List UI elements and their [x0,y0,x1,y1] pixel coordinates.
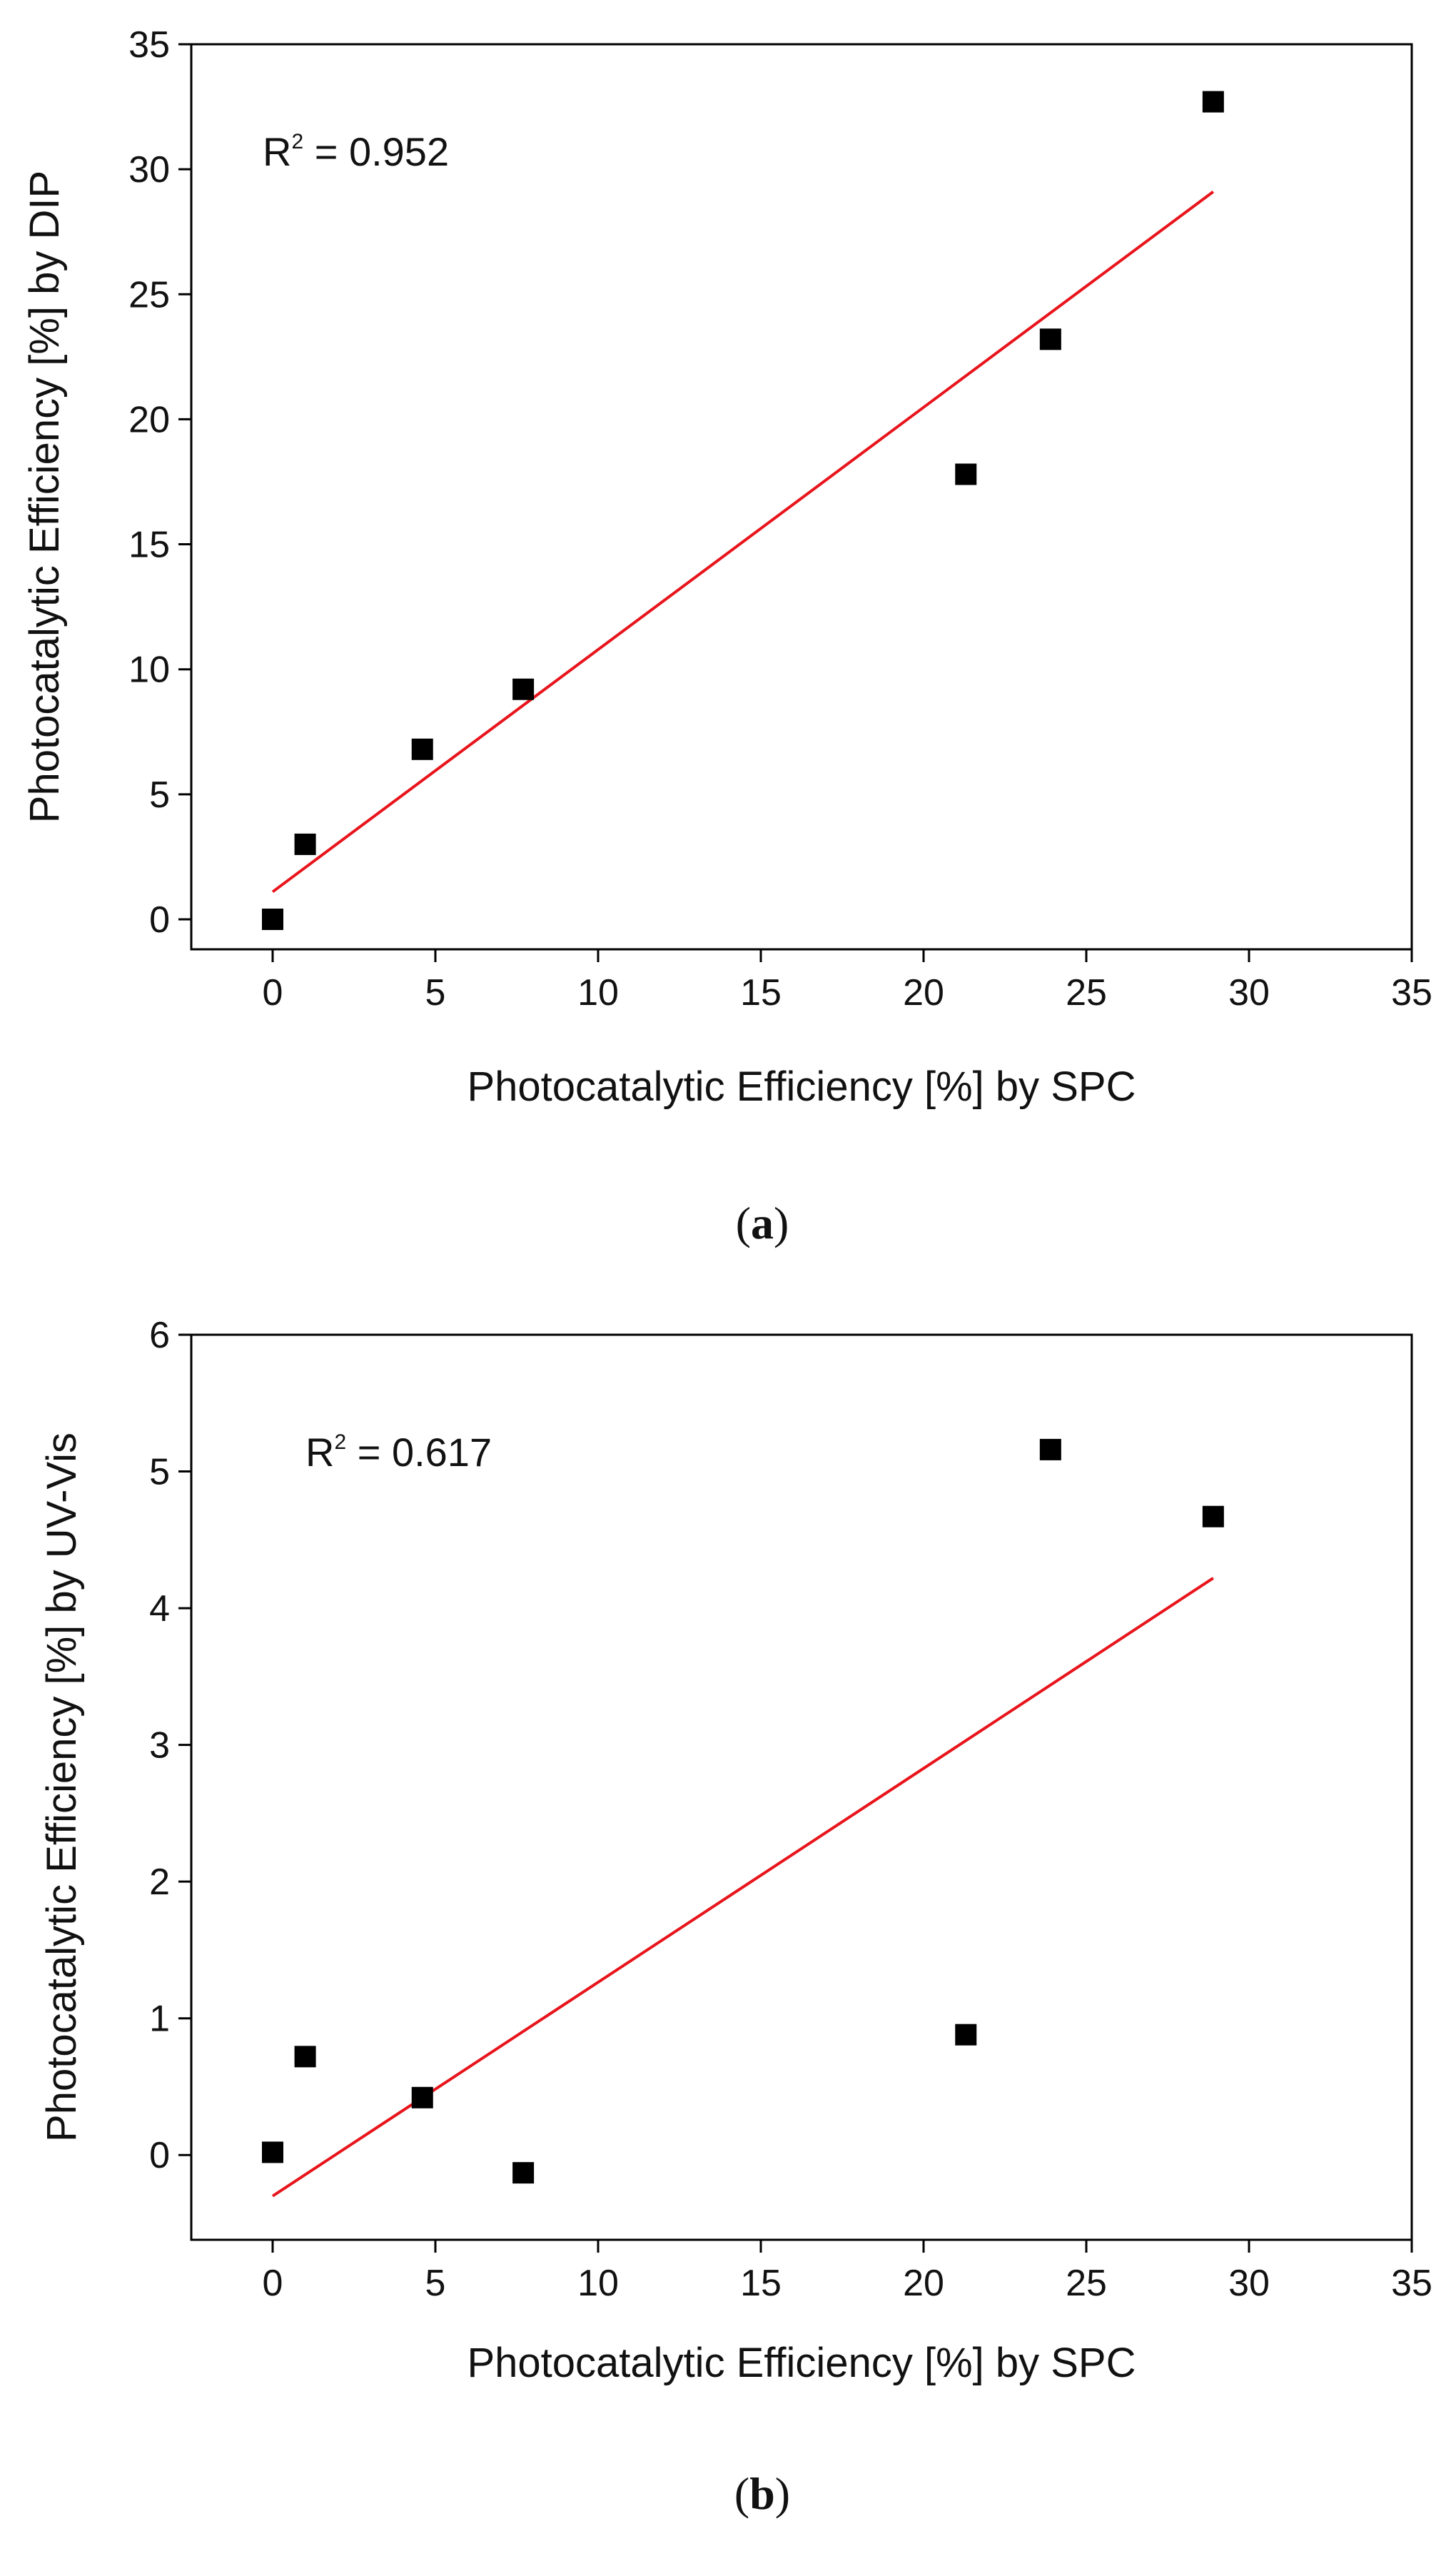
data-points-b [262,1438,1224,2184]
y-tick-label: 5 [149,774,170,816]
x-axis-title-a: Photocatalytic Efficiency [%] by SPC [467,1064,1136,1110]
y-axis-title-a: Photocatalytic Efficiency [%] by DIP [21,171,68,823]
data-point [1039,328,1061,350]
panel-b: 0 5 10 15 20 25 30 35 0 1 2 3 4 5 6 R2 = 0.617 Photoc… [39,1315,1432,2519]
y-tick-label: 25 [128,274,170,315]
x-tick-label: 30 [1228,2263,1270,2304]
y-ticks-b: 0 1 2 3 4 5 6 [149,1315,191,2176]
x-tick-label: 35 [1391,2263,1432,2304]
x-ticks-b: 0 5 10 15 20 25 30 35 [263,2240,1432,2304]
y-tick-label: 4 [149,1588,170,1630]
caption-b: (b) [734,2468,790,2519]
fit-line [271,191,1215,894]
x-tick-label: 0 [263,972,283,1014]
y-tick-label: 1 [149,1999,170,2040]
x-tick-label: 15 [740,2263,782,2304]
caption-a: (a) [736,1198,789,1248]
y-tick-label: 0 [149,2135,170,2176]
y-tick-label: 5 [149,1452,170,1493]
x-ticks-a: 0 5 10 15 20 25 30 35 [263,949,1432,1014]
y-tick-label: 15 [128,525,170,566]
x-tick-label: 20 [903,2263,944,2304]
x-tick-label: 15 [740,972,782,1014]
data-point [512,678,535,700]
x-tick-label: 5 [425,972,446,1014]
y-tick-label: 30 [128,149,170,191]
panel-a: 0 5 10 15 20 25 30 35 0 5 10 15 20 25 30 35 R2 = 0.952… [21,24,1432,1248]
y-tick-label: 3 [149,1725,170,1767]
data-point [1202,91,1224,113]
y-tick-label: 0 [149,899,170,941]
y-tick-label: 6 [149,1315,170,1356]
y-tick-label: 35 [128,24,170,66]
y-tick-label: 20 [128,399,170,440]
y-tick-label: 10 [128,650,170,691]
x-tick-label: 25 [1066,2263,1107,2304]
x-tick-label: 10 [577,2263,619,2304]
data-point [262,2141,283,2163]
x-tick-label: 30 [1228,972,1270,1014]
data-point [955,2024,977,2046]
r2-annotation-b: R2 = 0.617 [305,1430,492,1475]
x-tick-label: 20 [903,972,944,1014]
x-tick-label: 5 [425,2263,446,2304]
data-point [411,2086,433,2108]
plot-frame-b [190,1333,1413,2241]
data-point [512,2162,535,2184]
x-tick-label: 35 [1391,972,1432,1014]
x-tick-label: 10 [577,972,619,1014]
x-axis-title-b: Photocatalytic Efficiency [%] by SPC [467,2340,1136,2386]
data-point [262,908,283,930]
data-point [955,463,977,485]
r2-annotation-a: R2 = 0.952 [263,129,449,174]
data-point [411,738,433,760]
plot-frame-a [190,43,1413,951]
data-point [294,833,316,855]
x-tick-label: 25 [1066,972,1107,1014]
data-point [1202,1505,1224,1527]
x-tick-label: 0 [263,2263,283,2304]
y-tick-label: 2 [149,1862,170,1903]
fit-line-group-a [271,191,1215,894]
data-point [294,2046,316,2068]
data-point [1039,1438,1061,1460]
y-axis-title-b: Photocatalytic Efficiency [%] by UV-Vis [39,1433,85,2142]
y-ticks-a: 0 5 10 15 20 25 30 35 [128,24,191,941]
data-points-a [262,91,1224,930]
